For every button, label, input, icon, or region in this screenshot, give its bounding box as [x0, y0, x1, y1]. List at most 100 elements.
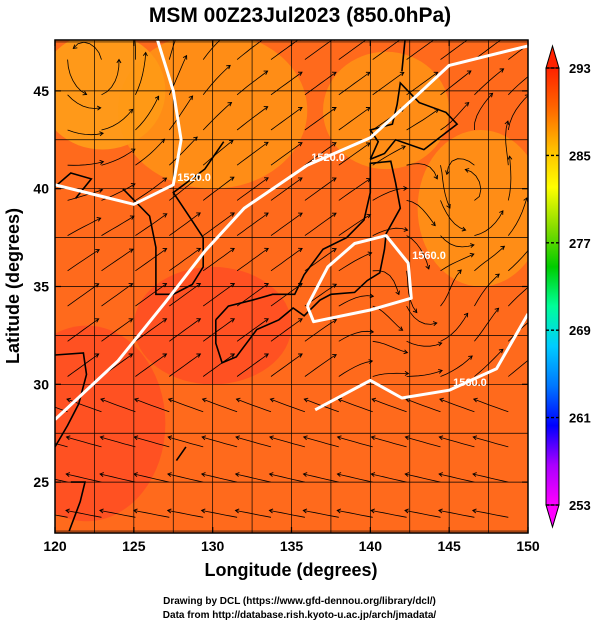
contour-line [305, 234, 413, 324]
streamline-arrow [128, 353, 134, 358]
streamline [337, 436, 373, 448]
colorbar-tick-label: 269 [569, 323, 591, 338]
streamline [446, 158, 475, 175]
streamline-arrow [33, 436, 37, 440]
streamline-arrow [302, 472, 308, 477]
streamline-arrow [116, 58, 122, 64]
streamline-arrow [188, 95, 194, 101]
streamline [168, 436, 204, 448]
streamline-arrow [331, 177, 337, 182]
streamline-arrow [95, 248, 100, 254]
streamline [236, 141, 269, 166]
streamline [406, 108, 439, 131]
streamline-arrow [298, 177, 303, 182]
streamline [169, 353, 201, 377]
streamline [135, 138, 165, 166]
streamline-arrow [535, 352, 539, 356]
streamline [202, 248, 235, 272]
streamline-arrow [302, 508, 308, 514]
streamline-arrow [162, 177, 168, 182]
field-patch [417, 130, 528, 287]
streamline-arrow [72, 44, 78, 49]
streamline-arrow [166, 508, 172, 514]
streamline [270, 318, 303, 342]
streamline [236, 248, 269, 272]
streamline [169, 136, 198, 166]
streamline [371, 510, 407, 518]
streamline [473, 436, 509, 448]
streamline-arrow [82, 90, 88, 96]
plot-area: 1520.0 1520.0 1560.0 1560.0 [33, 37, 539, 533]
streamline [167, 473, 204, 483]
x-axis-label: Longitude (degrees) [204, 560, 377, 580]
streamline-arrow [370, 472, 376, 477]
streamline [202, 139, 234, 166]
streamline-arrow [535, 37, 539, 41]
streamline [270, 398, 306, 413]
streamline-arrow [438, 508, 443, 514]
streamline-arrow [445, 170, 450, 176]
streamline-arrow [531, 241, 535, 245]
streamline-arrow [495, 273, 500, 279]
streamline-arrow [196, 247, 202, 253]
streamline-arrow [404, 508, 409, 514]
streamline-arrow [130, 183, 136, 188]
streamline [338, 107, 371, 131]
streamline [440, 200, 466, 231]
streamline-arrow [65, 472, 71, 477]
streamline-arrow [298, 247, 303, 253]
streamline [372, 40, 401, 60]
streamline-arrow [162, 353, 168, 358]
streamline-arrow [182, 54, 188, 60]
streamline-arrow [405, 397, 411, 403]
streamline [169, 248, 201, 272]
streamline-arrow [371, 397, 377, 403]
streamline [100, 473, 136, 483]
streamline [405, 473, 441, 483]
streamline-arrow [230, 212, 235, 217]
streamline [135, 96, 159, 131]
streamline [236, 212, 269, 236]
streamline-arrow [167, 435, 173, 441]
streamline-arrow [162, 248, 168, 253]
contour-label: 1560.0 [453, 377, 487, 389]
streamline [101, 215, 135, 236]
streamline-arrow [298, 106, 303, 112]
streamline [372, 372, 409, 377]
streamline-arrow [470, 243, 475, 248]
streamline [338, 252, 372, 272]
streamline-arrow [298, 71, 303, 76]
streamline-arrow [369, 293, 375, 299]
streamline-arrow [200, 508, 206, 514]
y-tick-label: 25 [33, 474, 49, 490]
streamline [235, 510, 272, 518]
streamline-arrow [99, 435, 105, 441]
streamline [202, 353, 235, 377]
colorbar-scale [545, 67, 560, 506]
streamline-arrow [533, 279, 537, 283]
streamline-arrow [128, 108, 134, 114]
streamline-arrow [469, 252, 475, 258]
colorbar-tick-label: 293 [569, 61, 591, 76]
streamline-arrow [162, 318, 168, 323]
colorbar-tick-label: 253 [569, 498, 591, 513]
streamline [338, 142, 371, 166]
streamline [67, 129, 104, 136]
x-tick-label: 150 [516, 538, 540, 554]
streamline [440, 235, 474, 248]
streamline-arrow [488, 92, 494, 98]
streamline [99, 510, 136, 518]
contour-label: 1560.0 [412, 250, 446, 262]
streamline-arrow [404, 472, 410, 477]
streamline-arrow [332, 142, 337, 147]
streamline-arrow [336, 508, 342, 514]
streamline-arrow [94, 353, 100, 358]
streamline [508, 359, 528, 377]
field-patch [55, 325, 166, 522]
streamline [269, 510, 305, 518]
streamline [55, 443, 68, 448]
contour-line [55, 44, 528, 421]
x-tick-label: 135 [280, 538, 304, 554]
streamline [100, 436, 136, 448]
